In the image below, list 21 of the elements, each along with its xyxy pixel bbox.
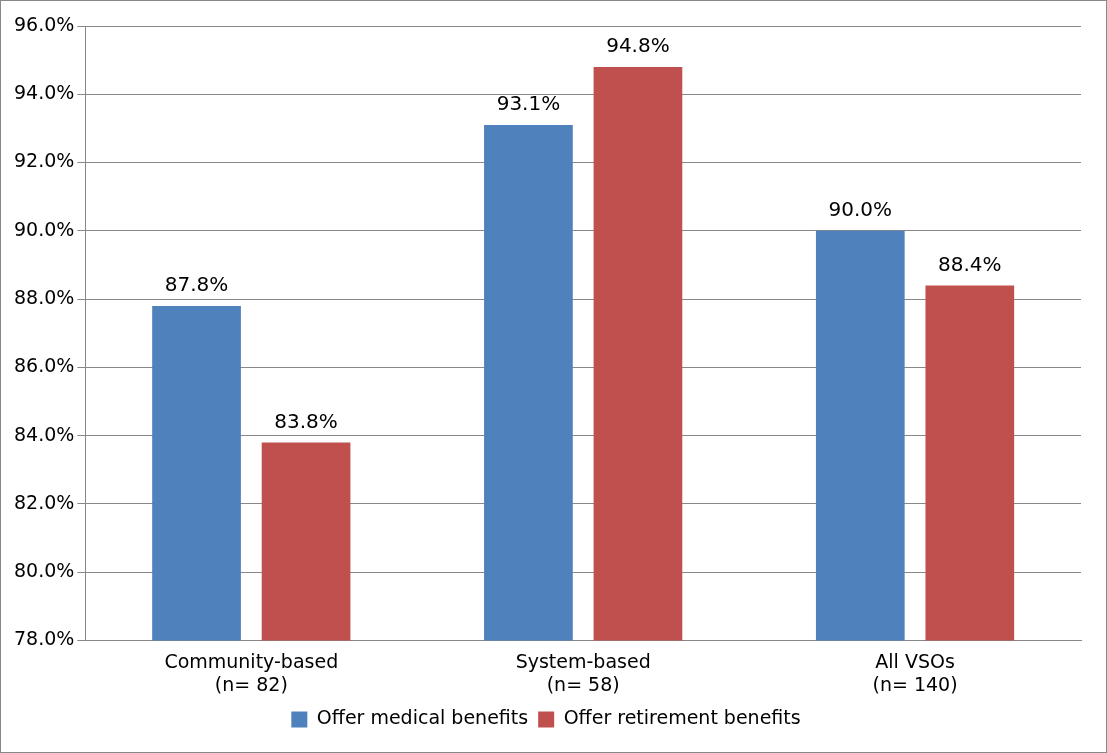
x-tick-label: All VSOs (n= 140) xyxy=(872,649,958,695)
y-tick-label: 92.0% xyxy=(14,149,75,172)
y-tick-label: 88.0% xyxy=(14,286,75,308)
y-tick-label: 80.0% xyxy=(14,559,75,582)
x-tick-label: Community-based (n= 82) xyxy=(164,649,339,695)
y-tick-label: 82.0% xyxy=(14,490,75,513)
y-tick-label: 84.0% xyxy=(14,422,75,445)
data-label: 93.1% xyxy=(496,91,561,116)
legend-label: Offer medical benefits xyxy=(316,706,529,729)
data-label: 88.4% xyxy=(938,251,1002,276)
data-label: 90.0% xyxy=(828,197,893,221)
y-tick-label: 90.0% xyxy=(14,217,75,240)
x-tick-label: System-based (n= 58) xyxy=(515,649,651,695)
y-tick-label: 94.0% xyxy=(14,81,75,104)
data-label: 83.8% xyxy=(274,408,338,433)
y-tick-label: 96.0% xyxy=(14,12,75,35)
legend-label: Offer retirement benefits xyxy=(563,706,801,729)
data-label: 87.8% xyxy=(164,272,229,297)
y-tick-label: 86.0% xyxy=(14,354,75,377)
y-tick-label: 78.0% xyxy=(14,627,75,650)
data-label: 94.8% xyxy=(606,33,670,58)
